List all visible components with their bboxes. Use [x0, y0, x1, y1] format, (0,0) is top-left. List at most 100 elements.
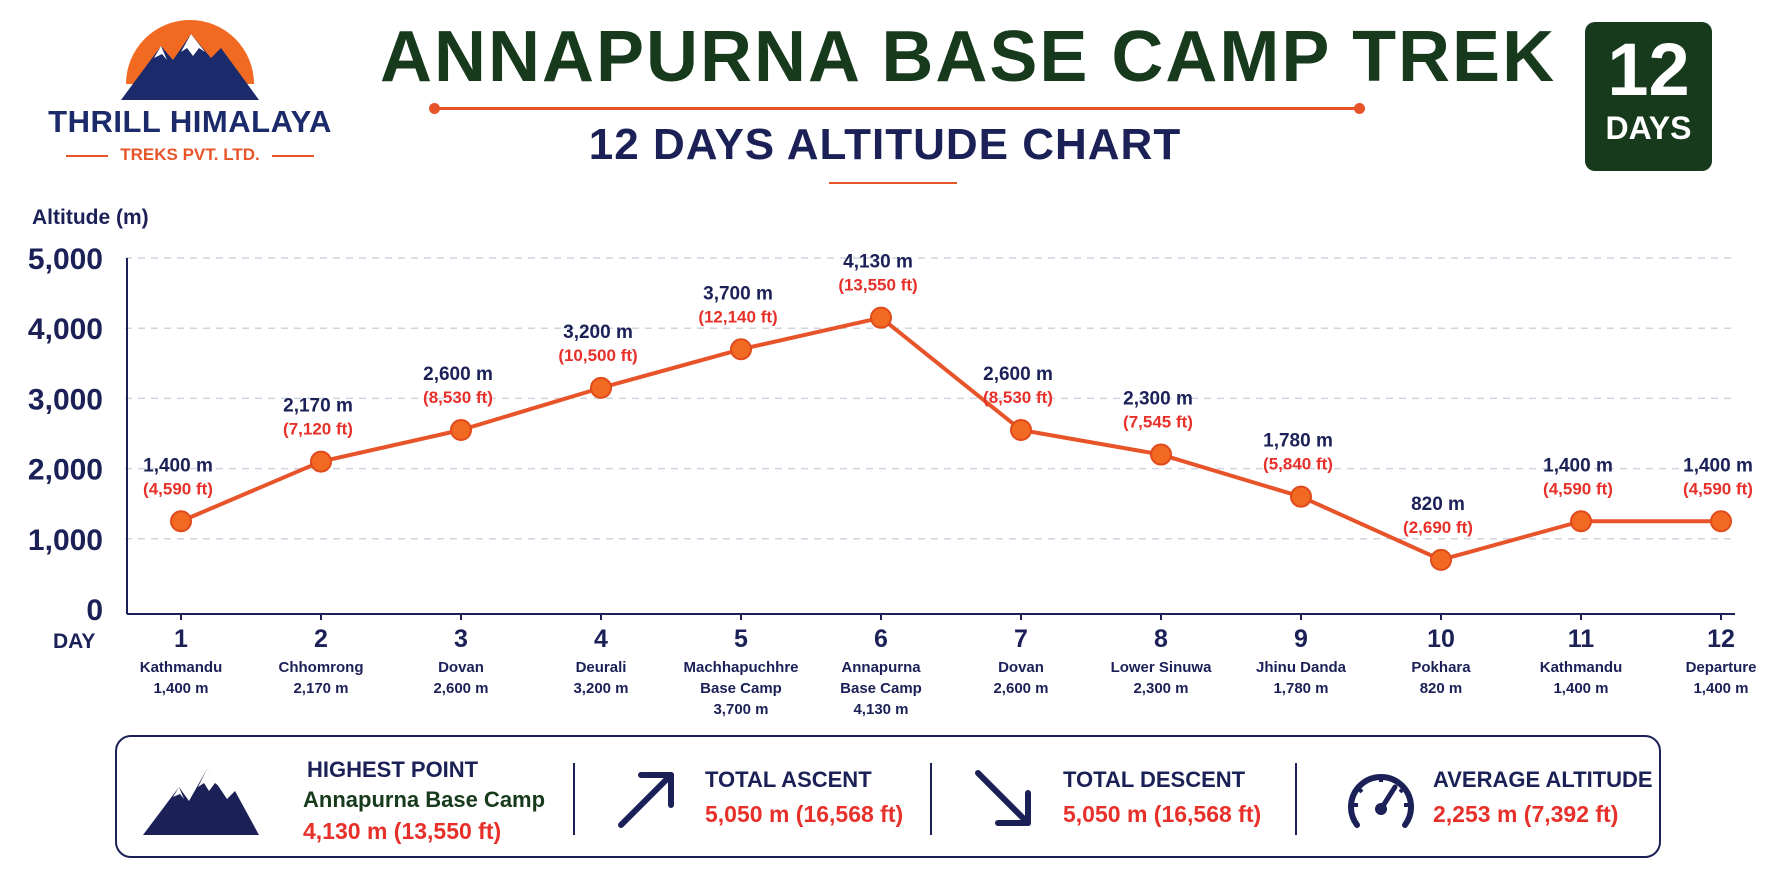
data-point — [870, 306, 892, 329]
data-label-feet: (12,140 ft) — [698, 307, 777, 326]
x-tick-label: 10 — [1427, 625, 1455, 653]
x-tick-label: 8 — [1154, 625, 1168, 653]
x-tick-label: 7 — [1014, 625, 1028, 653]
stat-highest-point: HIGHEST POINT Annapurna Base Camp 4,130 … — [117, 737, 557, 856]
stat-sub: Annapurna Base Camp — [303, 787, 546, 812]
data-label-meters: 1,400 m — [1683, 455, 1753, 476]
arrow-down-right-icon — [975, 770, 1031, 826]
x-axis-title: DAY — [53, 630, 95, 653]
data-label-feet: (7,120 ft) — [283, 420, 353, 439]
data-label-meters: 3,700 m — [703, 283, 773, 304]
location-label: Dovan — [438, 659, 484, 676]
x-tick-label: 9 — [1294, 625, 1308, 653]
brand-sub-text: TREKS PVT. LTD. — [120, 145, 260, 164]
data-point — [310, 450, 332, 473]
location-label: 2,600 m — [433, 680, 488, 697]
location-label: Annapurna — [841, 659, 921, 676]
data-point — [1430, 548, 1452, 571]
data-point — [1290, 485, 1312, 508]
x-tick-label: 6 — [874, 625, 888, 653]
data-point — [590, 376, 612, 399]
location-label: Pokhara — [1411, 659, 1471, 676]
data-label-feet: (13,550 ft) — [838, 276, 917, 295]
stat-divider — [573, 763, 575, 835]
page-title: ANNAPURNA BASE CAMP TREK — [380, 17, 1557, 97]
stat-label: HIGHEST POINT — [307, 757, 479, 782]
data-label-feet: (5,840 ft) — [1263, 455, 1333, 474]
data-point — [1150, 443, 1172, 466]
stat-divider — [930, 763, 932, 835]
stat-total-ascent: TOTAL ASCENT 5,050 m (16,568 ft) — [575, 737, 945, 856]
arrow-up-right-icon — [618, 772, 674, 828]
subtitle-underline — [829, 182, 957, 184]
y-tick-label: 2,000 — [28, 454, 103, 487]
location-label: 1,400 m — [1553, 680, 1608, 697]
stat-value: 5,050 m (16,568 ft) — [1063, 801, 1262, 827]
data-point — [1710, 510, 1732, 533]
location-label: 2,300 m — [1133, 680, 1188, 697]
location-label: 4,130 m — [853, 701, 908, 718]
stat-total-descent: TOTAL DESCENT 5,050 m (16,568 ft) — [932, 737, 1282, 856]
location-label: Jhinu Danda — [1256, 659, 1347, 676]
altitude-series-line — [180, 315, 1721, 562]
data-point — [1010, 418, 1032, 441]
altitude-line-chart: Altitude (m) 0 1,000 2,000 3,000 4,000 5,000 DA… — [28, 206, 1757, 718]
brand-name: THRILL HIMALAYA — [48, 104, 332, 139]
data-label-feet: (4,590 ft) — [1543, 479, 1613, 498]
x-tick-label: 12 — [1707, 625, 1735, 653]
location-label: Base Camp — [840, 680, 922, 697]
location-label: 1,780 m — [1273, 680, 1328, 697]
data-point — [170, 510, 192, 533]
x-tick-label: 2 — [314, 625, 328, 653]
data-label-meters: 1,400 m — [143, 455, 213, 476]
brand-subtitle: TREKS PVT. LTD. — [40, 145, 340, 165]
location-label: Lower Sinuwa — [1111, 659, 1213, 676]
x-tick-label: 11 — [1568, 625, 1595, 653]
location-label: Kathmandu — [140, 659, 223, 676]
stat-average-altitude: AVERAGE ALTITUDE 2,253 m (7,392 ft) — [1297, 737, 1657, 856]
y-tick-label: 0 — [86, 594, 103, 627]
location-label: Chhomrong — [279, 659, 364, 676]
location-label: 1,400 m — [153, 680, 208, 697]
location-label: 820 m — [1420, 680, 1463, 697]
location-label: Kathmandu — [1540, 659, 1623, 676]
stat-value: 2,253 m (7,392 ft) — [1433, 801, 1619, 827]
x-tick-label: 3 — [454, 625, 468, 653]
data-label-feet: (4,590 ft) — [143, 479, 213, 498]
stat-divider — [1295, 763, 1297, 835]
location-label: Machhapuchhre — [683, 659, 798, 676]
location-label: Dovan — [998, 659, 1044, 676]
data-label-meters: 1,400 m — [1543, 455, 1613, 476]
data-point — [730, 338, 752, 361]
location-label: 2,600 m — [993, 680, 1048, 697]
page-subtitle: 12 DAYS ALTITUDE CHART — [588, 120, 1182, 169]
stat-label: TOTAL DESCENT — [1063, 767, 1246, 792]
y-tick-label: 5,000 — [28, 243, 103, 276]
days-badge-number: 12 — [1607, 28, 1690, 111]
stats-card: HIGHEST POINT Annapurna Base Camp 4,130 … — [115, 735, 1661, 858]
data-point — [450, 418, 472, 441]
x-tick-label: 4 — [594, 625, 608, 653]
data-label-meters: 3,200 m — [563, 322, 633, 343]
days-badge: 12 DAYS — [1585, 22, 1712, 171]
y-tick-label: 1,000 — [28, 524, 103, 557]
stat-value: 4,130 m (13,550 ft) — [303, 818, 502, 844]
location-label: Departure — [1686, 659, 1757, 676]
location-label: Deurali — [576, 659, 627, 676]
location-label: 2,170 m — [293, 680, 348, 697]
location-label: 1,400 m — [1693, 680, 1748, 697]
y-tick-label: 4,000 — [28, 313, 103, 346]
stat-label: AVERAGE ALTITUDE — [1433, 767, 1653, 792]
data-label-meters: 4,130 m — [843, 252, 913, 273]
mountain-icon — [143, 769, 259, 835]
days-badge-label: DAYS — [1605, 110, 1692, 146]
y-tick-label: 3,000 — [28, 383, 103, 416]
data-label-meters: 2,600 m — [983, 364, 1053, 385]
x-tick-label: 5 — [734, 625, 748, 653]
title-divider — [429, 103, 1365, 114]
data-label-feet: (8,530 ft) — [423, 388, 493, 407]
data-label-feet: (4,590 ft) — [1683, 479, 1753, 498]
data-label-meters: 820 m — [1411, 494, 1465, 515]
location-label: 3,200 m — [573, 680, 628, 697]
data-label-feet: (8,530 ft) — [983, 388, 1053, 407]
